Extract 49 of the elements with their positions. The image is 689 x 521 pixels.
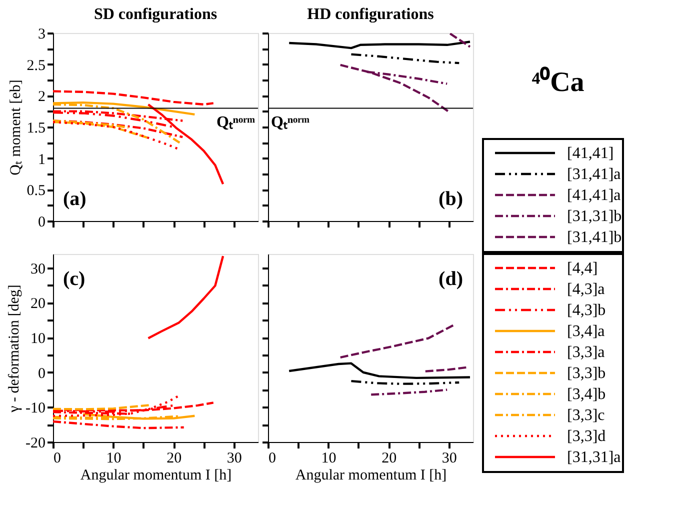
y-tick-label: 20: [30, 296, 46, 312]
legend-label: [3,3]d: [567, 428, 606, 445]
x-tick-label: 10: [106, 450, 122, 466]
y-tick-label: 0: [38, 214, 46, 230]
x-tick-label: 0: [54, 450, 61, 466]
annotation: (b): [438, 188, 463, 210]
legend-label: [4,4]: [567, 260, 598, 277]
legend-label: Qₜⁿᵒʳᵐ: [216, 114, 256, 132]
y-tick-label: 30: [30, 261, 46, 278]
y-tick-label: 0: [38, 366, 46, 382]
legend-label: [3,3]c: [567, 407, 605, 424]
x-tick-label: 30: [226, 450, 242, 466]
annotation: (a): [63, 188, 86, 210]
x-axis-title: Angular momentum I [h]: [295, 468, 447, 484]
x-tick-label: 0: [268, 450, 276, 466]
y-tick-label: 3: [38, 26, 46, 42]
x-tick-label: 20: [382, 450, 397, 466]
y-axis-title: Qₜ moment [eb]: [8, 80, 24, 176]
x-tick-label: 30: [442, 450, 457, 466]
x-tick-label: 20: [166, 450, 182, 466]
legend-label: [31,41]a: [567, 166, 621, 183]
legend-label: [41,41]a: [567, 187, 621, 204]
legend-label: [31,31]a: [567, 449, 621, 466]
legend-label: [3,4]a: [567, 323, 605, 340]
x-axis-title: Angular momentum I [h]: [80, 468, 232, 484]
legend-label: [3,3]b: [567, 365, 606, 382]
x-tick-label: 10: [321, 450, 336, 466]
ref-line-label: Qₜⁿᵒʳᵐ: [271, 114, 310, 132]
legend-label: [3,3]a: [567, 344, 605, 361]
y-tick-label: -20: [26, 436, 46, 452]
chart-title: HD configurations: [307, 6, 434, 23]
legend-label: [4,3]a: [567, 281, 605, 298]
legend-label: [31,31]b: [567, 208, 622, 225]
y-tick-label: 2.5: [26, 58, 46, 74]
y-tick-label: -10: [26, 400, 46, 417]
annotation: (c): [63, 268, 86, 290]
y-tick-label: 0.5: [26, 183, 46, 200]
y-tick-label: 2: [38, 89, 46, 106]
legend-label: [3,4]b: [567, 386, 606, 403]
y-tick-label: 1: [38, 152, 46, 168]
legend-label: [4,3]b: [567, 302, 606, 319]
legend-label: [31,41]b: [567, 229, 622, 246]
y-tick-label: 1.5: [26, 120, 46, 136]
chart-title: SD configurations: [94, 6, 218, 23]
y-tick-label: 10: [30, 331, 46, 348]
annotation: (d): [438, 268, 463, 290]
legend-label: [41,41]: [567, 145, 614, 162]
text: ⁴⁰Ca: [532, 66, 584, 98]
y-axis-title: γ - deformation [deg]: [6, 284, 23, 414]
